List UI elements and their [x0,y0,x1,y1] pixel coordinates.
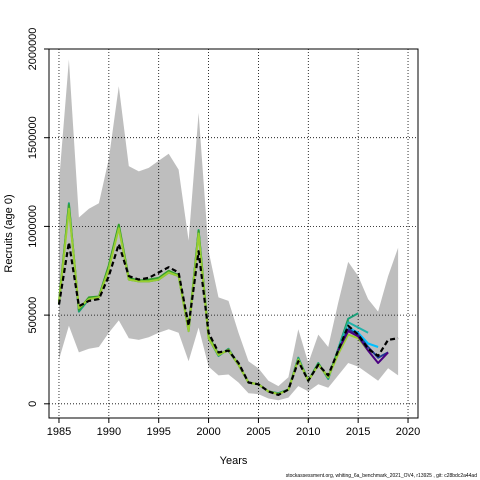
footer-note: stockassessment.org, whiting_6a_benchmar… [285,473,477,479]
series-line-0 [57,241,399,396]
x-tick-label: 2005 [246,426,270,438]
x-tick-label: 1985 [47,426,71,438]
x-tick-label: 1990 [97,426,121,438]
x-tick-label: 1995 [146,426,170,438]
y-tick-label: 1000000 [27,205,39,248]
y-tick-label: 1500000 [27,116,39,159]
plot-frame [48,48,419,419]
x-tick-label: 2000 [196,426,220,438]
confidence-band [59,59,399,401]
y-tick-label: 0 [27,401,39,407]
y-tick-label: 2000000 [27,28,39,71]
x-tick-label: 2010 [296,426,320,438]
x-tick-label: 2020 [396,426,420,438]
series-line-5 [347,326,379,348]
x-tick-label: 2015 [346,426,370,438]
series-line-7 [337,330,389,364]
x-axis-title: Years [220,455,248,467]
series-line-4 [337,321,369,350]
y-tick-label: 500000 [27,297,39,334]
y-axis-title: Recruits (age 0) [3,194,15,272]
